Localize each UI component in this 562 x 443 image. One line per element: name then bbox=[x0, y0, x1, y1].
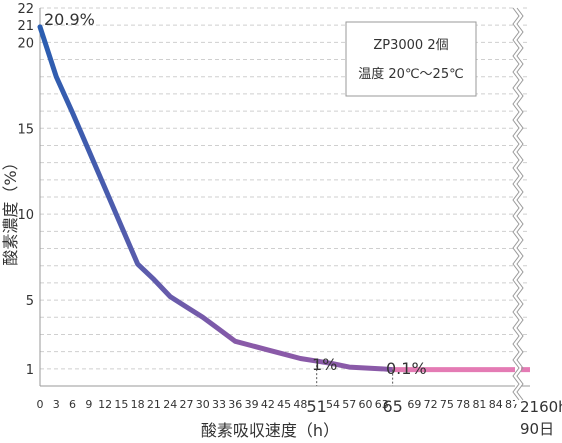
x-tick-label: 69 bbox=[407, 398, 421, 411]
legend-line-2: 温度 20℃〜25℃ bbox=[358, 66, 463, 82]
x-tick-label: 12 bbox=[98, 398, 112, 411]
x-tick-label: 78 bbox=[456, 398, 470, 411]
x-tick-label: 42 bbox=[261, 398, 275, 411]
x-tick-labels: 0 3 6 9 12 15 18 21 24 27 30 33 36 39 42 45 48 51 54 57 60 63… bbox=[37, 397, 520, 416]
axes bbox=[39, 8, 530, 387]
data-series bbox=[37, 24, 530, 386]
x-tick-label: 81 bbox=[472, 398, 486, 411]
x-tick-label: 60 bbox=[359, 398, 373, 411]
x-tick-label: 72 bbox=[424, 398, 438, 411]
y-axis-title: 酸素濃度（%） bbox=[1, 154, 20, 265]
x-tick-label: 45 bbox=[277, 398, 291, 411]
x-tick-label: 24 bbox=[163, 398, 177, 411]
x-tick-label: 54 bbox=[326, 398, 340, 411]
y-tick-label: 15 bbox=[17, 122, 34, 137]
x-tick-label: 0 bbox=[37, 398, 44, 411]
x-tick-label: 3 bbox=[53, 398, 60, 411]
annotation-point-one-percent: 0.1% bbox=[386, 359, 427, 378]
x-tick-label: 63 bbox=[375, 398, 389, 411]
x-end-label-days: 90日 bbox=[520, 420, 554, 438]
y-tick-label: 10 bbox=[17, 208, 34, 223]
y-tick-label: 5 bbox=[26, 294, 34, 309]
axis-break-line-right bbox=[516, 7, 524, 401]
y-tick-label: 20 bbox=[17, 36, 34, 51]
legend-line-1: ZP3000 2個 bbox=[373, 38, 448, 53]
y-tick-label: 22 bbox=[17, 2, 34, 17]
annotation-one-percent: 1% bbox=[312, 355, 337, 374]
x-tick-label: 30 bbox=[196, 398, 210, 411]
axis-break-gap bbox=[515, 6, 521, 404]
x-tick-label: 48 bbox=[293, 398, 307, 411]
axis-break bbox=[512, 6, 524, 404]
x-tick-label: 6 bbox=[69, 398, 76, 411]
x-tick-label: 57 bbox=[342, 398, 356, 411]
x-axis-title: 酸素吸収速度（h） bbox=[201, 421, 339, 440]
x-tick-label: 39 bbox=[245, 398, 259, 411]
x-tick-label: 65 bbox=[382, 397, 402, 416]
x-tick-label: 36 bbox=[228, 398, 242, 411]
axis-break-line-left bbox=[512, 7, 520, 401]
x-tick-label: 15 bbox=[114, 398, 128, 411]
y-tick-label: 21 bbox=[17, 19, 34, 34]
x-end-label-hours: 2160h bbox=[520, 398, 562, 416]
legend-box: ZP3000 2個 温度 20℃〜25℃ bbox=[345, 21, 477, 97]
x-tick-label: 51 bbox=[307, 397, 327, 416]
x-tick-label: 21 bbox=[147, 398, 161, 411]
x-tick-label: 27 bbox=[179, 398, 193, 411]
y-tick-label: 1 bbox=[26, 363, 34, 378]
series-line-decay bbox=[37, 24, 396, 373]
x-tick-label: 9 bbox=[85, 398, 92, 411]
annotation-initial: 20.9% bbox=[44, 10, 95, 29]
x-tick-label: 84 bbox=[489, 398, 503, 411]
x-tick-label: 75 bbox=[440, 398, 454, 411]
x-tick-label: 18 bbox=[131, 398, 145, 411]
legend-frame bbox=[345, 21, 477, 97]
x-tick-label: 33 bbox=[212, 398, 226, 411]
